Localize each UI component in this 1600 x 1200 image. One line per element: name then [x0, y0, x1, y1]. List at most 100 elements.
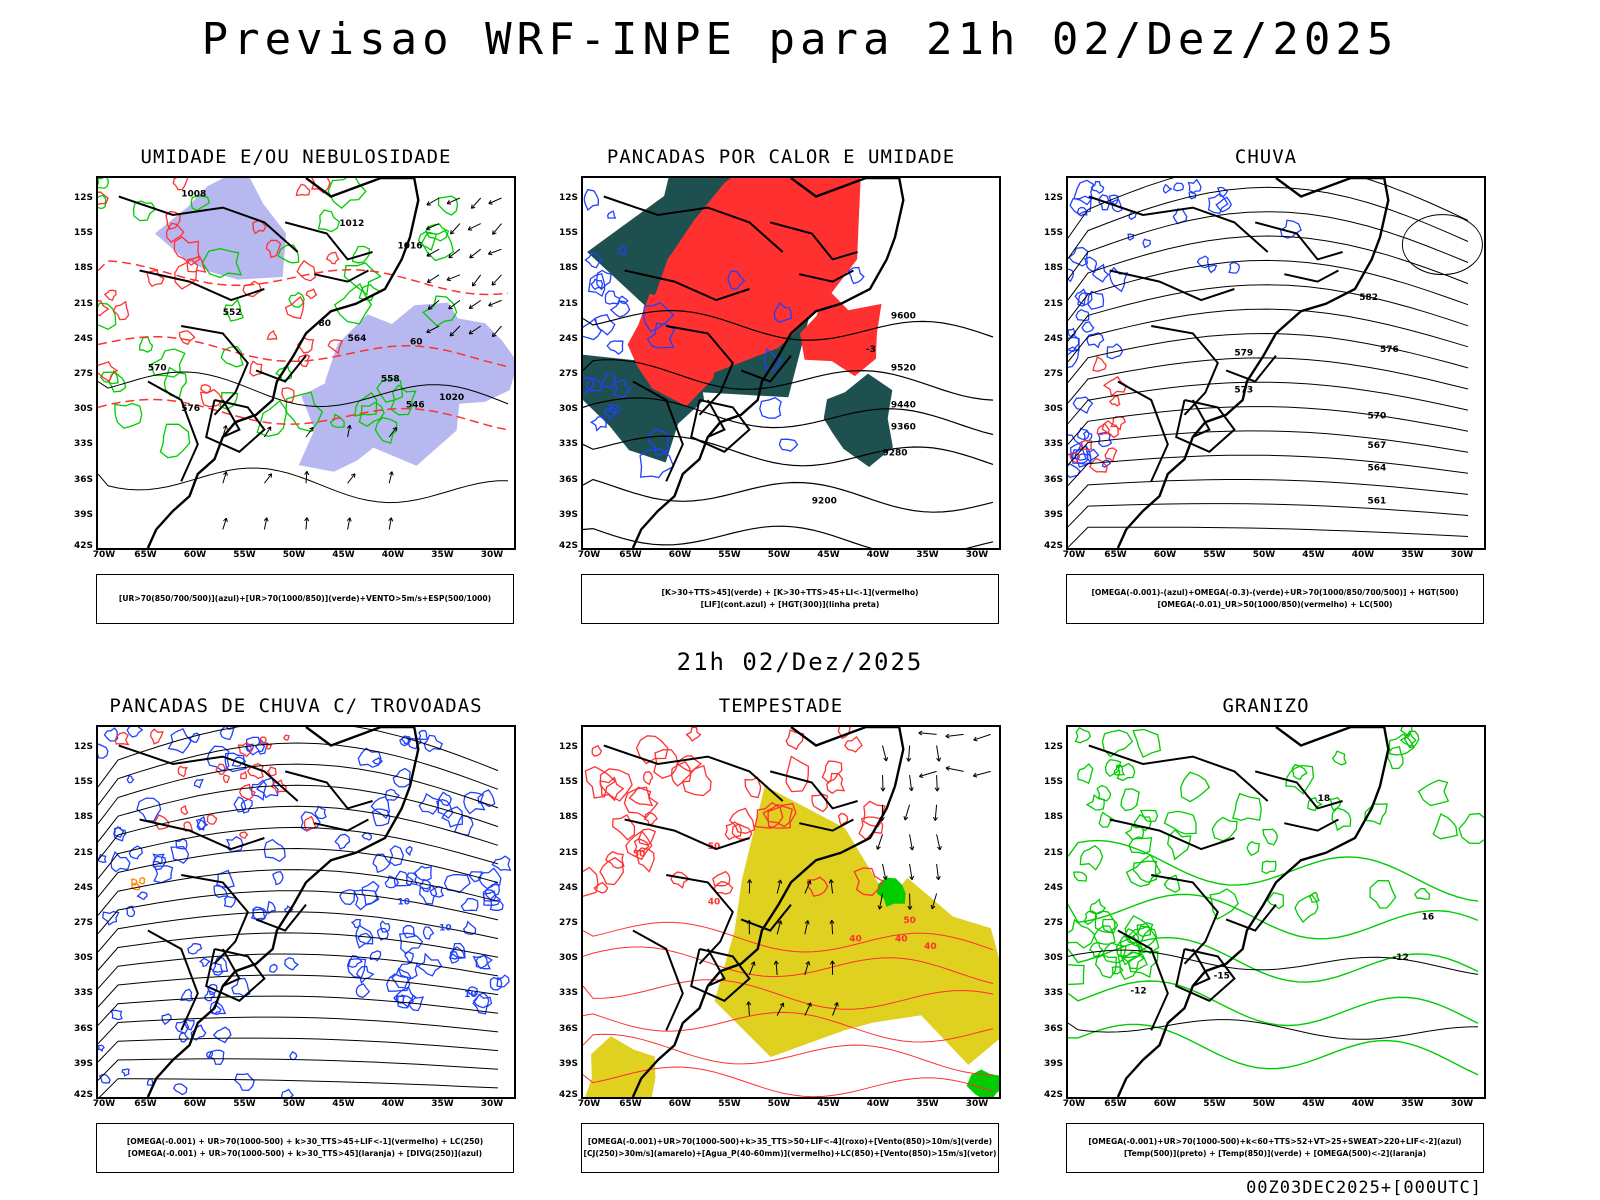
contour-label: 10: [439, 924, 452, 934]
map-frame: 1008 1012 1016 1020 570 576 564 558 546 552 60 80: [96, 176, 516, 550]
map-frame: 9600 9520 9440 9360 9280 9200 -3: [581, 176, 1001, 550]
contour-blob: [1187, 178, 1202, 195]
contour-blob: [384, 788, 400, 801]
latitude-tick: 15S: [1043, 777, 1063, 788]
streamline: [1068, 178, 1469, 239]
contour-blob: [1089, 942, 1104, 958]
contour-blob: [593, 881, 609, 894]
streamline: [98, 869, 499, 916]
contour-blob: [823, 373, 893, 467]
wind-vector-head: [388, 517, 394, 522]
contour-blob: [441, 806, 463, 828]
contour-label: 1020: [439, 393, 464, 403]
latitude-tick: 36S: [73, 1023, 93, 1034]
contour-blob: [1108, 395, 1121, 407]
contour-blob: [98, 300, 110, 316]
contour-label: 570: [1368, 412, 1387, 422]
latitude-tick: 21S: [1043, 847, 1063, 858]
wind-vector: [426, 248, 440, 257]
latitude-tick: 33S: [558, 439, 578, 450]
contour-blob: [1173, 182, 1185, 192]
wind-vector: [305, 427, 314, 438]
wind-vector-head: [877, 905, 883, 910]
pressure-line: [98, 371, 509, 408]
contour-blob: [1128, 836, 1153, 855]
state-border: [314, 269, 369, 283]
longitude-tick: 55W: [1203, 1099, 1226, 1109]
contour-blob: [161, 1013, 172, 1026]
longitude-tick: 35W: [431, 550, 454, 560]
legend-box: [OMEGA(-0.001)+UR>70(1000-500)+k>35_TTS>…: [581, 1123, 999, 1173]
contour-blob: [215, 763, 228, 775]
contour-blob: [618, 245, 627, 256]
contour-blob: [1369, 879, 1397, 909]
contour-blob: [128, 845, 144, 860]
latitude-tick: 42S: [1043, 1090, 1063, 1100]
contour-blob: [190, 195, 211, 212]
legend-box: [K>30+TTS>45](verde) + [K>30+TTS>45+LI<-…: [581, 574, 999, 624]
contour-blob: [361, 832, 373, 841]
streamline: [98, 763, 499, 825]
wind-vector: [305, 471, 308, 484]
contour-blob: [259, 736, 267, 746]
contour-blob: [425, 223, 450, 242]
contour-label: 40: [924, 942, 937, 952]
latitude-tick: 24S: [558, 882, 578, 893]
contour-blob: [489, 976, 503, 991]
contour-blob: [98, 853, 107, 863]
streamline: [98, 932, 499, 971]
contour-label: 1008: [181, 190, 206, 200]
wind-vector-head: [470, 204, 476, 209]
contour-blob: [265, 239, 282, 259]
wind-vector-head: [448, 304, 453, 310]
contour-blob: [1096, 422, 1110, 436]
latitude-tick: 12S: [558, 193, 578, 203]
contour-blob: [421, 229, 455, 262]
longitude-axis: 70W 65W 60W 55W 50W 45W 40W 35W 30W: [1063, 550, 1486, 564]
contour-blob: [1104, 759, 1122, 778]
wind-vector-head: [883, 757, 889, 762]
state-border: [147, 380, 199, 482]
contour-blob: [346, 958, 367, 979]
contour-blob: [136, 891, 148, 901]
contour-blob: [173, 236, 200, 266]
latitude-tick: 36S: [558, 474, 578, 485]
contour-blob: [187, 943, 203, 955]
contour-blob: [334, 833, 351, 850]
longitude-tick: 65W: [134, 1099, 157, 1109]
state-border: [799, 269, 854, 283]
longitude-tick: 55W: [233, 550, 256, 560]
wind-vector: [776, 1002, 784, 1016]
wind-vector-head: [304, 517, 310, 522]
contour-label: 9360: [891, 423, 916, 433]
longitude-axis: 70W 65W 60W 55W 50W 45W 40W 35W 30W: [578, 1099, 1001, 1113]
wind-vector-head: [426, 328, 431, 334]
latitude-tick: 21S: [1043, 298, 1063, 309]
contour-blob: [643, 811, 658, 826]
longitude-tick: 70W: [92, 550, 116, 560]
state-border: [255, 354, 307, 383]
state-border: [1151, 874, 1219, 965]
wind-vector-head: [446, 276, 451, 282]
wind-vector: [491, 274, 502, 286]
contour-label: 582: [1359, 293, 1378, 303]
legend-line: [CJ(250)>30m/s](amarelo)+[Agua_P(40-60mm…: [583, 1149, 997, 1158]
streamline: [98, 1037, 499, 1063]
state-border: [666, 874, 734, 965]
contour-blob: [98, 194, 107, 210]
panel-title: UMIDADE E/OU NEBULOSIDADE: [140, 146, 452, 168]
contour-blob: [343, 262, 382, 296]
contour-blob: [418, 729, 429, 741]
wind-vector-head: [488, 200, 493, 205]
wind-vector: [388, 427, 397, 438]
contour-label: 558: [381, 375, 400, 385]
contour-blob: [670, 760, 692, 787]
contour-blob: [1331, 750, 1347, 766]
contour-label: 546: [406, 400, 425, 410]
contour-blob: [213, 884, 229, 899]
wind-vector-head: [945, 766, 950, 771]
wind-vector-head: [906, 757, 912, 762]
longitude-tick: 45W: [817, 1099, 840, 1109]
contour-blob: [98, 1073, 111, 1084]
longitude-tick: 60W: [1153, 1099, 1177, 1109]
